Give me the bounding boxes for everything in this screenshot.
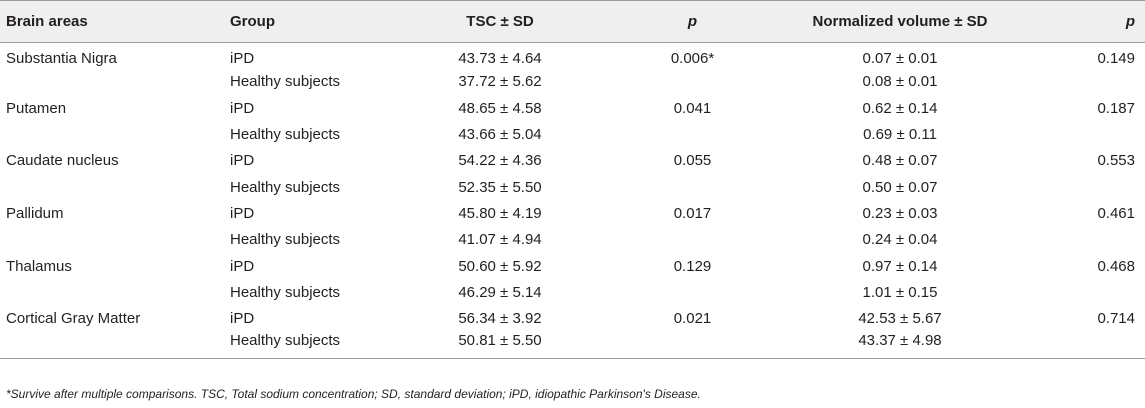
cell-brain-area bbox=[0, 121, 230, 147]
cell-p-volume: 0.553 bbox=[1097, 152, 1135, 170]
cell-p-tsc: 0.017 bbox=[673, 204, 712, 222]
results-table: Brain areas Group TSC ± SD p Normalized … bbox=[0, 0, 1145, 359]
cell-p-tsc: 0.021 bbox=[673, 310, 712, 328]
cell-p-tsc bbox=[620, 174, 765, 200]
cell-p-volume bbox=[1035, 69, 1145, 95]
cell-tsc: 37.72 ± 5.62 bbox=[458, 73, 542, 91]
cell-group: iPD bbox=[230, 257, 255, 275]
header-group: Group bbox=[230, 0, 380, 43]
table-row: Healthy subjects 46.29 ± 5.14 1.01 ± 0.15 bbox=[0, 279, 1145, 305]
cell-p-tsc: 0.041 bbox=[673, 99, 712, 117]
cell-brain-area: Pallidum bbox=[6, 204, 64, 222]
cell-p-volume: 0.461 bbox=[1097, 204, 1135, 222]
cell-tsc: 46.29 ± 5.14 bbox=[458, 283, 542, 301]
header-brain-areas: Brain areas bbox=[0, 0, 230, 43]
cell-brain-area bbox=[0, 279, 230, 305]
cell-p-tsc: 0.055 bbox=[673, 152, 712, 170]
header-p-volume: p bbox=[1035, 0, 1145, 43]
table-row: Pallidum iPD 45.80 ± 4.19 0.017 0.23 ± 0.03 0… bbox=[0, 200, 1145, 226]
table-row: Healthy subjects 37.72 ± 5.62 0.08 ± 0.01 bbox=[0, 69, 1145, 95]
cell-group: Healthy subjects bbox=[230, 231, 341, 249]
cell-p-volume bbox=[1035, 174, 1145, 200]
cell-p-volume: 0.187 bbox=[1097, 99, 1135, 117]
cell-tsc: 45.80 ± 4.19 bbox=[458, 204, 542, 222]
cell-p-volume bbox=[1035, 279, 1145, 305]
cell-p-tsc: 0.006* bbox=[670, 50, 715, 68]
table-row: Healthy subjects 41.07 ± 4.94 0.24 ± 0.04 bbox=[0, 227, 1145, 253]
cell-p-tsc bbox=[620, 331, 765, 359]
cell-brain-area: Caudate nucleus bbox=[6, 152, 119, 170]
header-row: Brain areas Group TSC ± SD p Normalized … bbox=[0, 0, 1145, 43]
cell-tsc: 48.65 ± 4.58 bbox=[458, 99, 542, 117]
cell-group: Healthy subjects bbox=[230, 178, 341, 196]
cell-tsc: 56.34 ± 3.92 bbox=[458, 310, 542, 328]
cell-tsc: 52.35 ± 5.50 bbox=[458, 178, 542, 196]
cell-tsc: 50.81 ± 5.50 bbox=[380, 331, 620, 359]
cell-p-volume bbox=[1035, 227, 1145, 253]
table-row: Caudate nucleus iPD 54.22 ± 4.36 0.055 0.48 … bbox=[0, 148, 1145, 174]
cell-normalized-volume: 0.97 ± 0.14 bbox=[862, 257, 938, 275]
cell-p-tsc: 0.129 bbox=[673, 257, 712, 275]
cell-normalized-volume: 0.62 ± 0.14 bbox=[862, 99, 938, 117]
cell-p-volume bbox=[1035, 121, 1145, 147]
cell-brain-area bbox=[0, 174, 230, 200]
cell-normalized-volume: 1.01 ± 0.15 bbox=[862, 283, 938, 301]
cell-tsc: 43.73 ± 4.64 bbox=[458, 50, 542, 68]
cell-normalized-volume: 0.07 ± 0.01 bbox=[862, 50, 938, 68]
table-row: Thalamus iPD 50.60 ± 5.92 0.129 0.97 ± 0.14 0… bbox=[0, 253, 1145, 279]
cell-brain-area: Putamen bbox=[6, 99, 67, 117]
cell-brain-area bbox=[0, 69, 230, 95]
cell-normalized-volume: 43.37 ± 4.98 bbox=[765, 331, 1035, 359]
table-header: Brain areas Group TSC ± SD p Normalized … bbox=[0, 0, 1145, 43]
cell-group: iPD bbox=[230, 152, 255, 170]
cell-p-tsc bbox=[620, 279, 765, 305]
cell-p-tsc bbox=[620, 227, 765, 253]
cell-tsc: 50.60 ± 5.92 bbox=[458, 257, 542, 275]
table-row: Healthy subjects 43.66 ± 5.04 0.69 ± 0.11 bbox=[0, 121, 1145, 147]
header-p-tsc: p bbox=[620, 0, 765, 43]
cell-group: Healthy subjects bbox=[230, 283, 341, 301]
results-table-container: Brain areas Group TSC ± SD p Normalized … bbox=[0, 0, 1145, 359]
table-footnote: *Survive after multiple comparisons. TSC… bbox=[6, 387, 701, 401]
cell-p-volume bbox=[1035, 331, 1145, 359]
cell-p-tsc bbox=[620, 69, 765, 95]
table-row: Cortical Gray Matter iPD 56.34 ± 3.92 0.021… bbox=[0, 305, 1145, 331]
cell-p-volume: 0.149 bbox=[1097, 50, 1135, 68]
cell-p-volume: 0.714 bbox=[1097, 310, 1135, 328]
cell-normalized-volume: 0.50 ± 0.07 bbox=[862, 178, 938, 196]
cell-normalized-volume: 0.48 ± 0.07 bbox=[862, 152, 938, 170]
cell-brain-area bbox=[0, 227, 230, 253]
cell-group: Healthy subjects bbox=[230, 73, 341, 91]
cell-brain-area: Substantia Nigra bbox=[6, 50, 117, 68]
cell-brain-area bbox=[0, 331, 230, 359]
cell-normalized-volume: 0.69 ± 0.11 bbox=[863, 126, 937, 144]
cell-group: Healthy subjects bbox=[230, 331, 380, 359]
cell-tsc: 54.22 ± 4.36 bbox=[458, 152, 542, 170]
cell-group: iPD bbox=[230, 310, 255, 328]
table-row: Healthy subjects 52.35 ± 5.50 0.50 ± 0.07 bbox=[0, 174, 1145, 200]
table-body: Substantia Nigra iPD 43.73 ± 4.64 0.006* 0.0… bbox=[0, 43, 1145, 359]
cell-normalized-volume: 0.24 ± 0.04 bbox=[862, 231, 938, 249]
cell-brain-area: Thalamus bbox=[6, 257, 72, 275]
cell-group: Healthy subjects bbox=[230, 126, 341, 144]
cell-tsc: 43.66 ± 5.04 bbox=[458, 126, 542, 144]
header-normalized-volume: Normalized volume ± SD bbox=[765, 0, 1035, 43]
cell-group: iPD bbox=[230, 99, 255, 117]
cell-group: iPD bbox=[230, 204, 255, 222]
header-tsc: TSC ± SD bbox=[380, 0, 620, 43]
cell-group: iPD bbox=[230, 50, 255, 68]
cell-tsc: 41.07 ± 4.94 bbox=[458, 231, 542, 249]
table-row: Healthy subjects 50.81 ± 5.50 43.37 ± 4.98 bbox=[0, 331, 1145, 359]
cell-normalized-volume: 42.53 ± 5.67 bbox=[858, 310, 942, 328]
cell-normalized-volume: 0.08 ± 0.01 bbox=[862, 73, 938, 91]
cell-normalized-volume: 0.23 ± 0.03 bbox=[862, 204, 938, 222]
table-row: Substantia Nigra iPD 43.73 ± 4.64 0.006* 0.0… bbox=[0, 43, 1145, 69]
cell-p-volume: 0.468 bbox=[1097, 257, 1135, 275]
cell-brain-area: Cortical Gray Matter bbox=[6, 310, 141, 328]
table-row: Putamen iPD 48.65 ± 4.58 0.041 0.62 ± 0.14 0.… bbox=[0, 95, 1145, 121]
cell-p-tsc bbox=[620, 121, 765, 147]
